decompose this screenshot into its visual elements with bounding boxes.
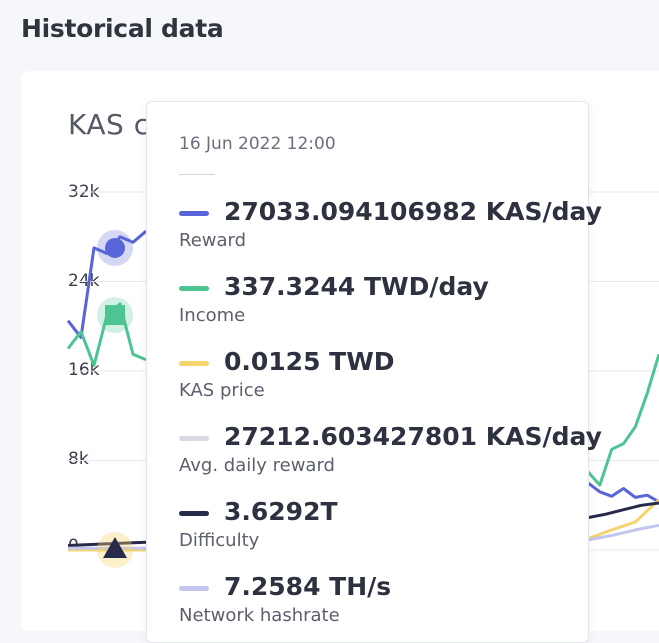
kas-price-series-line xyxy=(587,498,659,541)
kas-price-swatch xyxy=(179,361,209,366)
avg-daily-reward-swatch xyxy=(179,436,209,441)
income-marker xyxy=(105,305,125,326)
page-title: Historical data xyxy=(21,14,224,43)
difficulty-swatch xyxy=(179,511,209,516)
y-tick-label: 8k xyxy=(68,449,89,469)
tooltip-label: Reward xyxy=(179,230,247,251)
difficulty-series-line xyxy=(67,540,147,547)
tooltip-value: 7.2584 TH/s xyxy=(224,572,392,601)
chart-tooltip: 16 Jun 2022 12:00 27033.094106982 KAS/da… xyxy=(146,101,602,643)
tooltip-value: 3.6292T xyxy=(224,497,338,526)
tooltip-value: 337.3244 TWD/day xyxy=(224,272,489,301)
difficulty-marker xyxy=(103,537,127,558)
tooltip-value: 0.0125 TWD xyxy=(224,347,395,376)
difficulty-series-line xyxy=(587,501,659,520)
tooltip-date: 16 Jun 2022 12:00 xyxy=(179,134,336,154)
income-swatch xyxy=(179,286,209,291)
network-hashrate-swatch xyxy=(179,586,209,591)
tooltip-label: KAS price xyxy=(179,380,265,401)
tooltip-label: Avg. daily reward xyxy=(179,455,335,476)
reward-marker xyxy=(105,237,125,258)
reward-swatch xyxy=(179,211,209,216)
tooltip-value: 27033.094106982 KAS/day xyxy=(224,197,602,226)
tooltip-label: Difficulty xyxy=(179,530,260,551)
chart-title: KAS c xyxy=(68,108,146,141)
tooltip-label: Income xyxy=(179,305,246,326)
network-hashrate-series-line xyxy=(587,523,659,542)
tooltip-value: 27212.603427801 KAS/day xyxy=(224,422,602,451)
reward-series-line xyxy=(587,481,659,504)
income-series-line xyxy=(586,353,659,487)
tooltip-divider xyxy=(179,174,215,175)
y-tick-label: 16k xyxy=(68,360,100,380)
